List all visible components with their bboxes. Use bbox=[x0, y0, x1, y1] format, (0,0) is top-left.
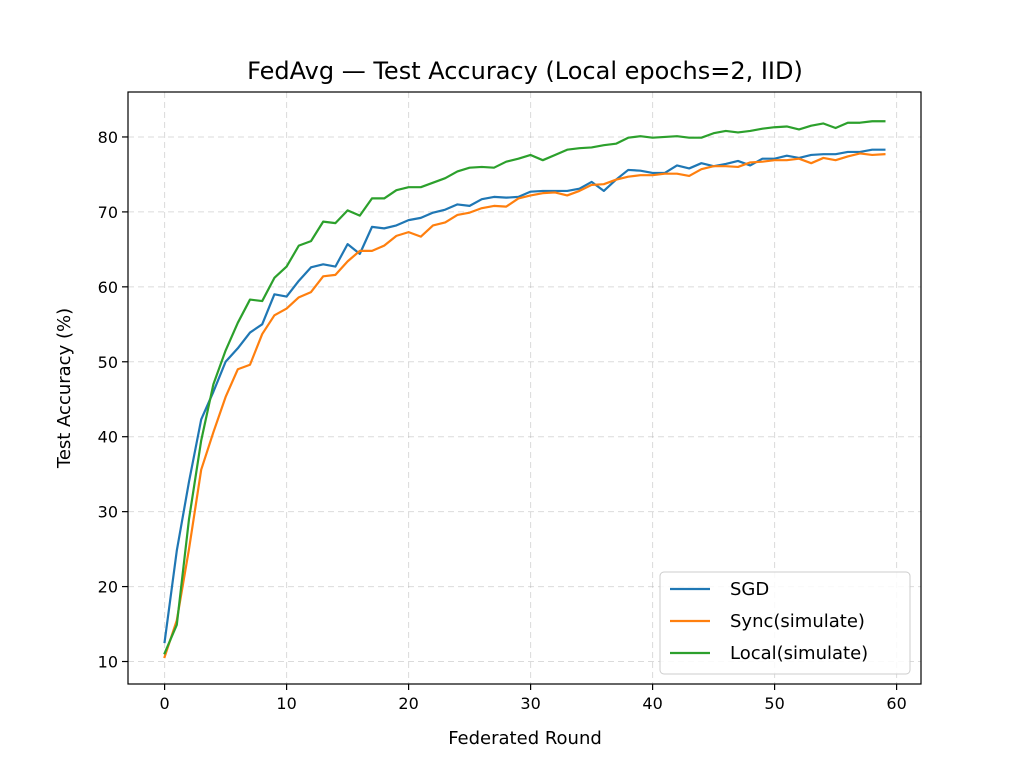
series-line-2 bbox=[163, 120, 886, 655]
grid bbox=[128, 92, 921, 684]
x-tick-label: 30 bbox=[520, 694, 540, 713]
plot-frame bbox=[127, 91, 922, 685]
x-tick-label: 0 bbox=[160, 694, 170, 713]
x-tick-label: 50 bbox=[764, 694, 784, 713]
axis-ticks: 0 10 20 30 40 50 60 10 20 30 40 50 60 70 80 bbox=[98, 128, 907, 713]
y-tick-label: 20 bbox=[98, 578, 118, 597]
series-line-1 bbox=[163, 152, 886, 659]
legend: SGD Sync(simulate) Local(simulate) bbox=[659, 571, 911, 675]
legend-box bbox=[659, 571, 911, 675]
x-tick-label: 60 bbox=[886, 694, 906, 713]
y-tick-label: 40 bbox=[98, 428, 118, 447]
x-axis-label: Federated Round bbox=[448, 728, 602, 749]
x-tick-label: 40 bbox=[642, 694, 662, 713]
legend-label-2: Local(simulate) bbox=[730, 643, 868, 664]
legend-label-0: SGD bbox=[730, 579, 769, 600]
x-tick-label: 10 bbox=[276, 694, 296, 713]
y-tick-label: 10 bbox=[98, 653, 118, 672]
y-tick-label: 30 bbox=[98, 503, 118, 522]
x-tick-label: 20 bbox=[398, 694, 418, 713]
series-line-0 bbox=[163, 148, 886, 644]
chart-title: FedAvg — Test Accuracy (Local epochs=2, … bbox=[247, 57, 803, 85]
y-axis-label: Test Accuracy (%) bbox=[54, 308, 75, 469]
series-lines bbox=[163, 120, 886, 659]
y-tick-label: 70 bbox=[98, 203, 118, 222]
y-tick-label: 60 bbox=[98, 278, 118, 297]
y-tick-label: 50 bbox=[98, 353, 118, 372]
y-tick-label: 80 bbox=[98, 128, 118, 147]
legend-label-1: Sync(simulate) bbox=[730, 611, 865, 632]
